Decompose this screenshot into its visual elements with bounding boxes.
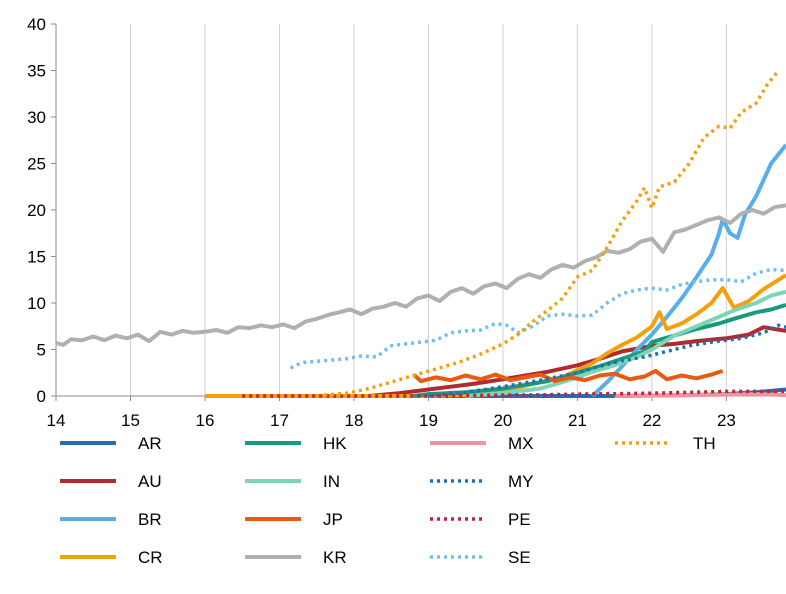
x-tick-label-19: 19 bbox=[419, 411, 438, 430]
series-line-pe bbox=[242, 389, 786, 398]
x-tick-label-22: 22 bbox=[642, 411, 661, 430]
legend-label-mx: MX bbox=[508, 434, 534, 453]
legend-label-kr: KR bbox=[323, 548, 347, 567]
legend-label-th: TH bbox=[693, 434, 716, 453]
series-line-kr bbox=[55, 203, 786, 347]
legend-label-in: IN bbox=[323, 472, 340, 491]
x-tick-label-16: 16 bbox=[196, 411, 215, 430]
series-line-th bbox=[324, 69, 780, 397]
y-tick-label-0: 0 bbox=[37, 387, 46, 406]
axes bbox=[55, 24, 786, 397]
x-tick-label-14: 14 bbox=[47, 411, 66, 430]
legend: AR AU BR CR HK IN JP KR MX MY PE SE TH bbox=[60, 434, 716, 567]
y-tick-label-35: 35 bbox=[27, 62, 46, 81]
x-tick-label-20: 20 bbox=[493, 411, 512, 430]
x-tick-label-18: 18 bbox=[344, 411, 363, 430]
x-axis-ticks: 14 15 16 17 18 19 20 21 22 23 bbox=[47, 396, 736, 430]
x-tick-label-23: 23 bbox=[717, 411, 736, 430]
series-line-mx bbox=[614, 392, 786, 398]
grid-lines bbox=[129, 24, 727, 396]
x-tick-label-21: 21 bbox=[568, 411, 587, 430]
legend-label-cr: CR bbox=[138, 548, 163, 567]
series-lines bbox=[55, 69, 786, 398]
y-tick-label-25: 25 bbox=[27, 155, 46, 174]
y-tick-label-5: 5 bbox=[37, 341, 46, 360]
series-line-hk bbox=[413, 302, 786, 398]
y-tick-label-10: 10 bbox=[27, 294, 46, 313]
legend-label-pe: PE bbox=[508, 510, 531, 529]
series-line-au bbox=[368, 325, 786, 398]
legend-label-jp: JP bbox=[323, 510, 343, 529]
legend-label-au: AU bbox=[138, 472, 162, 491]
legend-label-se: SE bbox=[508, 548, 531, 567]
y-tick-label-20: 20 bbox=[27, 201, 46, 220]
legend-label-my: MY bbox=[508, 472, 534, 491]
legend-label-ar: AR bbox=[138, 434, 162, 453]
y-axis-ticks: 0 5 10 15 20 25 30 35 40 bbox=[27, 15, 56, 406]
x-tick-label-17: 17 bbox=[270, 411, 289, 430]
legend-label-br: BR bbox=[138, 510, 162, 529]
series-line-my bbox=[428, 323, 786, 398]
y-tick-label-40: 40 bbox=[27, 15, 46, 34]
y-tick-label-30: 30 bbox=[27, 108, 46, 127]
x-tick-label-15: 15 bbox=[121, 411, 140, 430]
series-line-in bbox=[465, 289, 786, 398]
y-tick-label-15: 15 bbox=[27, 248, 46, 267]
legend-label-hk: HK bbox=[323, 434, 347, 453]
series-line-jp bbox=[412, 368, 724, 384]
